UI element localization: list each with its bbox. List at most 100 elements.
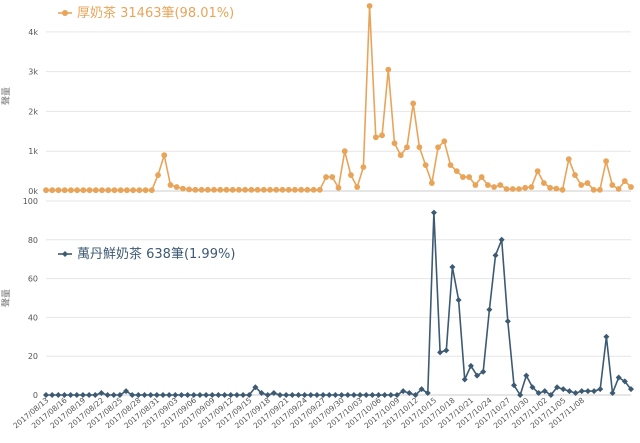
data-point: [369, 392, 376, 398]
y-tick-label: 40: [28, 313, 38, 322]
data-point: [565, 156, 572, 163]
data-point: [43, 392, 49, 398]
data-point: [283, 392, 290, 398]
data-point: [221, 392, 228, 398]
legend-label: 萬丹鮮奶茶 638筆(1.99%): [77, 246, 235, 262]
data-point: [348, 172, 354, 178]
data-point: [67, 187, 74, 194]
data-point: [180, 185, 186, 192]
data-point: [412, 392, 419, 398]
data-point: [99, 187, 105, 194]
data-point: [467, 362, 474, 369]
data-point: [61, 187, 68, 194]
data-point: [397, 152, 404, 159]
data-point: [609, 182, 616, 188]
data-point: [227, 392, 234, 398]
data-point: [474, 372, 481, 379]
data-point: [422, 162, 429, 169]
data-point: [522, 184, 529, 191]
y-tick-label: 100: [23, 197, 38, 206]
data-point: [360, 164, 367, 171]
data-point: [313, 392, 320, 398]
data-point: [354, 184, 361, 190]
data-point: [424, 390, 431, 397]
data-point: [554, 384, 561, 391]
data-point: [304, 186, 311, 193]
data-point: [572, 172, 578, 178]
data-point: [277, 392, 283, 398]
data-point: [578, 182, 585, 188]
data-point: [223, 186, 230, 193]
data-point: [215, 392, 222, 398]
data-point: [484, 182, 491, 188]
data-point: [167, 182, 174, 188]
data-point: [258, 390, 265, 397]
data-point: [615, 374, 622, 381]
data-point: [363, 392, 370, 398]
data-point: [295, 392, 302, 398]
data-point: [236, 186, 242, 193]
data-point: [323, 174, 329, 180]
data-point: [279, 186, 286, 193]
data-point: [379, 132, 385, 139]
data-point: [400, 388, 407, 395]
data-point: [254, 186, 261, 193]
data-point: [155, 172, 161, 178]
data-point: [621, 178, 628, 184]
data-point: [418, 386, 425, 393]
data-point: [186, 186, 193, 193]
data-point: [55, 392, 62, 398]
legend-label: 厚奶茶 31463筆(98.01%): [77, 5, 234, 21]
data-point: [320, 392, 327, 398]
data-point: [298, 186, 305, 193]
data-point: [578, 388, 585, 395]
data-point: [375, 392, 382, 398]
data-point: [547, 392, 554, 398]
data-point: [584, 388, 591, 395]
data-point: [240, 392, 247, 398]
data-point: [486, 306, 493, 313]
data-point: [217, 186, 224, 193]
data-point: [135, 392, 142, 398]
data-point: [591, 388, 598, 395]
data-point: [517, 392, 524, 398]
data-point: [541, 388, 548, 395]
data-point: [190, 392, 197, 398]
data-point: [584, 180, 591, 186]
data-point: [497, 182, 504, 188]
data-point: [148, 187, 155, 194]
data-point: [504, 318, 511, 325]
data-point: [492, 252, 499, 259]
data-point: [203, 392, 210, 398]
data-point: [394, 392, 400, 398]
data-point: [603, 333, 610, 340]
data-point: [566, 388, 573, 395]
data-point: [86, 187, 93, 194]
data-point: [597, 386, 604, 393]
data-point: [447, 162, 454, 169]
data-point: [596, 186, 603, 193]
data-point: [443, 347, 450, 354]
data-point: [147, 392, 154, 398]
data-point: [435, 144, 441, 151]
data-point: [273, 186, 280, 193]
data-point: [560, 386, 567, 393]
data-point: [267, 186, 273, 193]
legend-swatch-marker: [62, 251, 68, 257]
data-point: [381, 392, 388, 398]
data-point: [289, 392, 296, 398]
data-point: [198, 186, 205, 193]
y-tick-label: 60: [28, 275, 38, 284]
data-point: [609, 390, 616, 397]
data-point: [416, 144, 423, 151]
data-point: [628, 184, 634, 190]
data-point: [160, 392, 166, 398]
data-point: [252, 384, 259, 391]
data-point: [615, 186, 622, 192]
data-point: [264, 392, 271, 398]
data-point: [428, 180, 435, 186]
data-point: [404, 144, 410, 151]
data-point: [316, 186, 323, 193]
data-point: [74, 187, 81, 194]
